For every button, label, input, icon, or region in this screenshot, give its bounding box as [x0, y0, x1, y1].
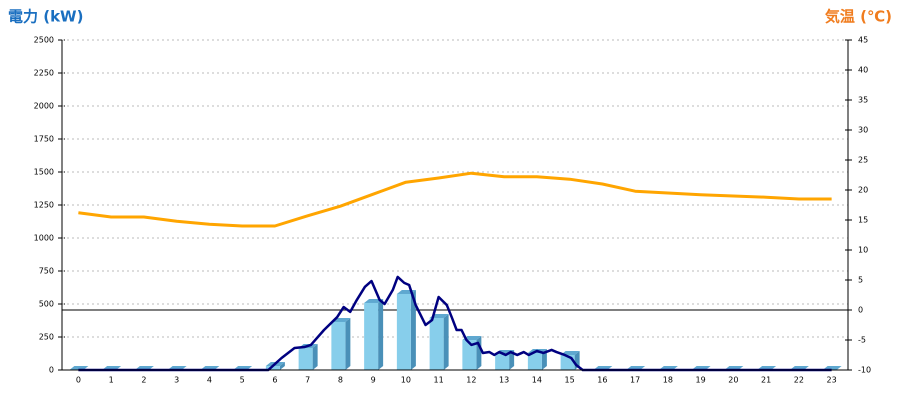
y-tick-label: 1000	[34, 234, 54, 243]
y-tick-label: 2250	[34, 69, 54, 78]
bar-front	[364, 302, 379, 370]
bar-side	[509, 350, 515, 370]
bar-side	[279, 362, 285, 370]
x-tick-label: 19	[696, 376, 706, 385]
bar	[364, 298, 384, 370]
y2-tick-label: 10	[858, 246, 868, 255]
x-tick-label: 16	[597, 376, 607, 385]
x-tick-label: 21	[761, 376, 771, 385]
x-tick-label: 5	[240, 376, 245, 385]
y2-tick-label: 35	[858, 96, 868, 105]
x-tick-label: 12	[466, 376, 476, 385]
y2-tick-label: 20	[858, 186, 868, 195]
bar-side	[541, 348, 547, 370]
y2-tick-label: 5	[858, 276, 863, 285]
y-tick-label: 2000	[34, 102, 54, 111]
bar	[462, 336, 482, 370]
temperature-line	[78, 171, 832, 228]
y2-tick-label: 40	[858, 66, 868, 75]
x-tick-label: 18	[663, 376, 673, 385]
bar-front	[495, 354, 510, 370]
x-tick-label: 11	[434, 376, 444, 385]
x-tick-label: 6	[272, 376, 277, 385]
bar-front	[396, 293, 411, 370]
x-tick-label: 4	[207, 376, 212, 385]
x-tick-label: 7	[305, 376, 310, 385]
x-tick-label: 3	[174, 376, 179, 385]
bar-front	[265, 366, 280, 370]
bar-side	[476, 336, 482, 370]
y2-tick-label: -5	[858, 336, 866, 345]
x-tick-label: 17	[630, 376, 640, 385]
y2-tick-label: 25	[858, 156, 868, 165]
y2-tick-label: 0	[858, 306, 863, 315]
bar-side	[312, 343, 318, 370]
y-tick-label: 1500	[34, 168, 54, 177]
x-tick-label: 0	[76, 376, 81, 385]
x-tick-label: 2	[141, 376, 146, 385]
x-tick-label: 23	[827, 376, 837, 385]
bar-side	[443, 313, 449, 370]
y2-axis-title: 気温 (℃)	[825, 8, 892, 26]
x-tick-label: 15	[565, 376, 575, 385]
y2-tick-label: 30	[858, 126, 868, 135]
y-tick-label: 250	[39, 333, 54, 342]
y-tick-label: 1250	[34, 201, 54, 210]
y2-tick-label: 15	[858, 216, 868, 225]
bar-front	[331, 321, 346, 370]
x-tick-label: 1	[109, 376, 114, 385]
power-line	[78, 275, 832, 372]
bar-side	[345, 317, 351, 370]
bar-front	[298, 347, 313, 370]
bar-side	[378, 298, 384, 370]
x-tick-label: 8	[338, 376, 343, 385]
x-tick-label: 10	[401, 376, 411, 385]
bar-side	[410, 289, 416, 370]
y-tick-label: 750	[39, 267, 54, 276]
bar	[396, 289, 416, 370]
y2-tick-label: 45	[858, 36, 868, 45]
y-tick-label: 500	[39, 300, 54, 309]
x-tick-label: 22	[794, 376, 804, 385]
x-tick-label: 20	[728, 376, 738, 385]
bar	[429, 313, 449, 370]
bar-front	[462, 340, 477, 370]
bar	[331, 317, 351, 370]
y-tick-label: 2500	[34, 36, 54, 45]
x-tick-label: 13	[499, 376, 509, 385]
x-tick-label: 14	[532, 376, 542, 385]
y-tick-label: 1750	[34, 135, 54, 144]
y-tick-label: 0	[49, 366, 54, 375]
bar-front	[429, 317, 444, 370]
x-tick-label: 9	[371, 376, 376, 385]
y-axis-title: 電力 (kW)	[8, 8, 83, 26]
bar-front	[527, 352, 542, 370]
y2-tick-label: -10	[858, 366, 871, 375]
